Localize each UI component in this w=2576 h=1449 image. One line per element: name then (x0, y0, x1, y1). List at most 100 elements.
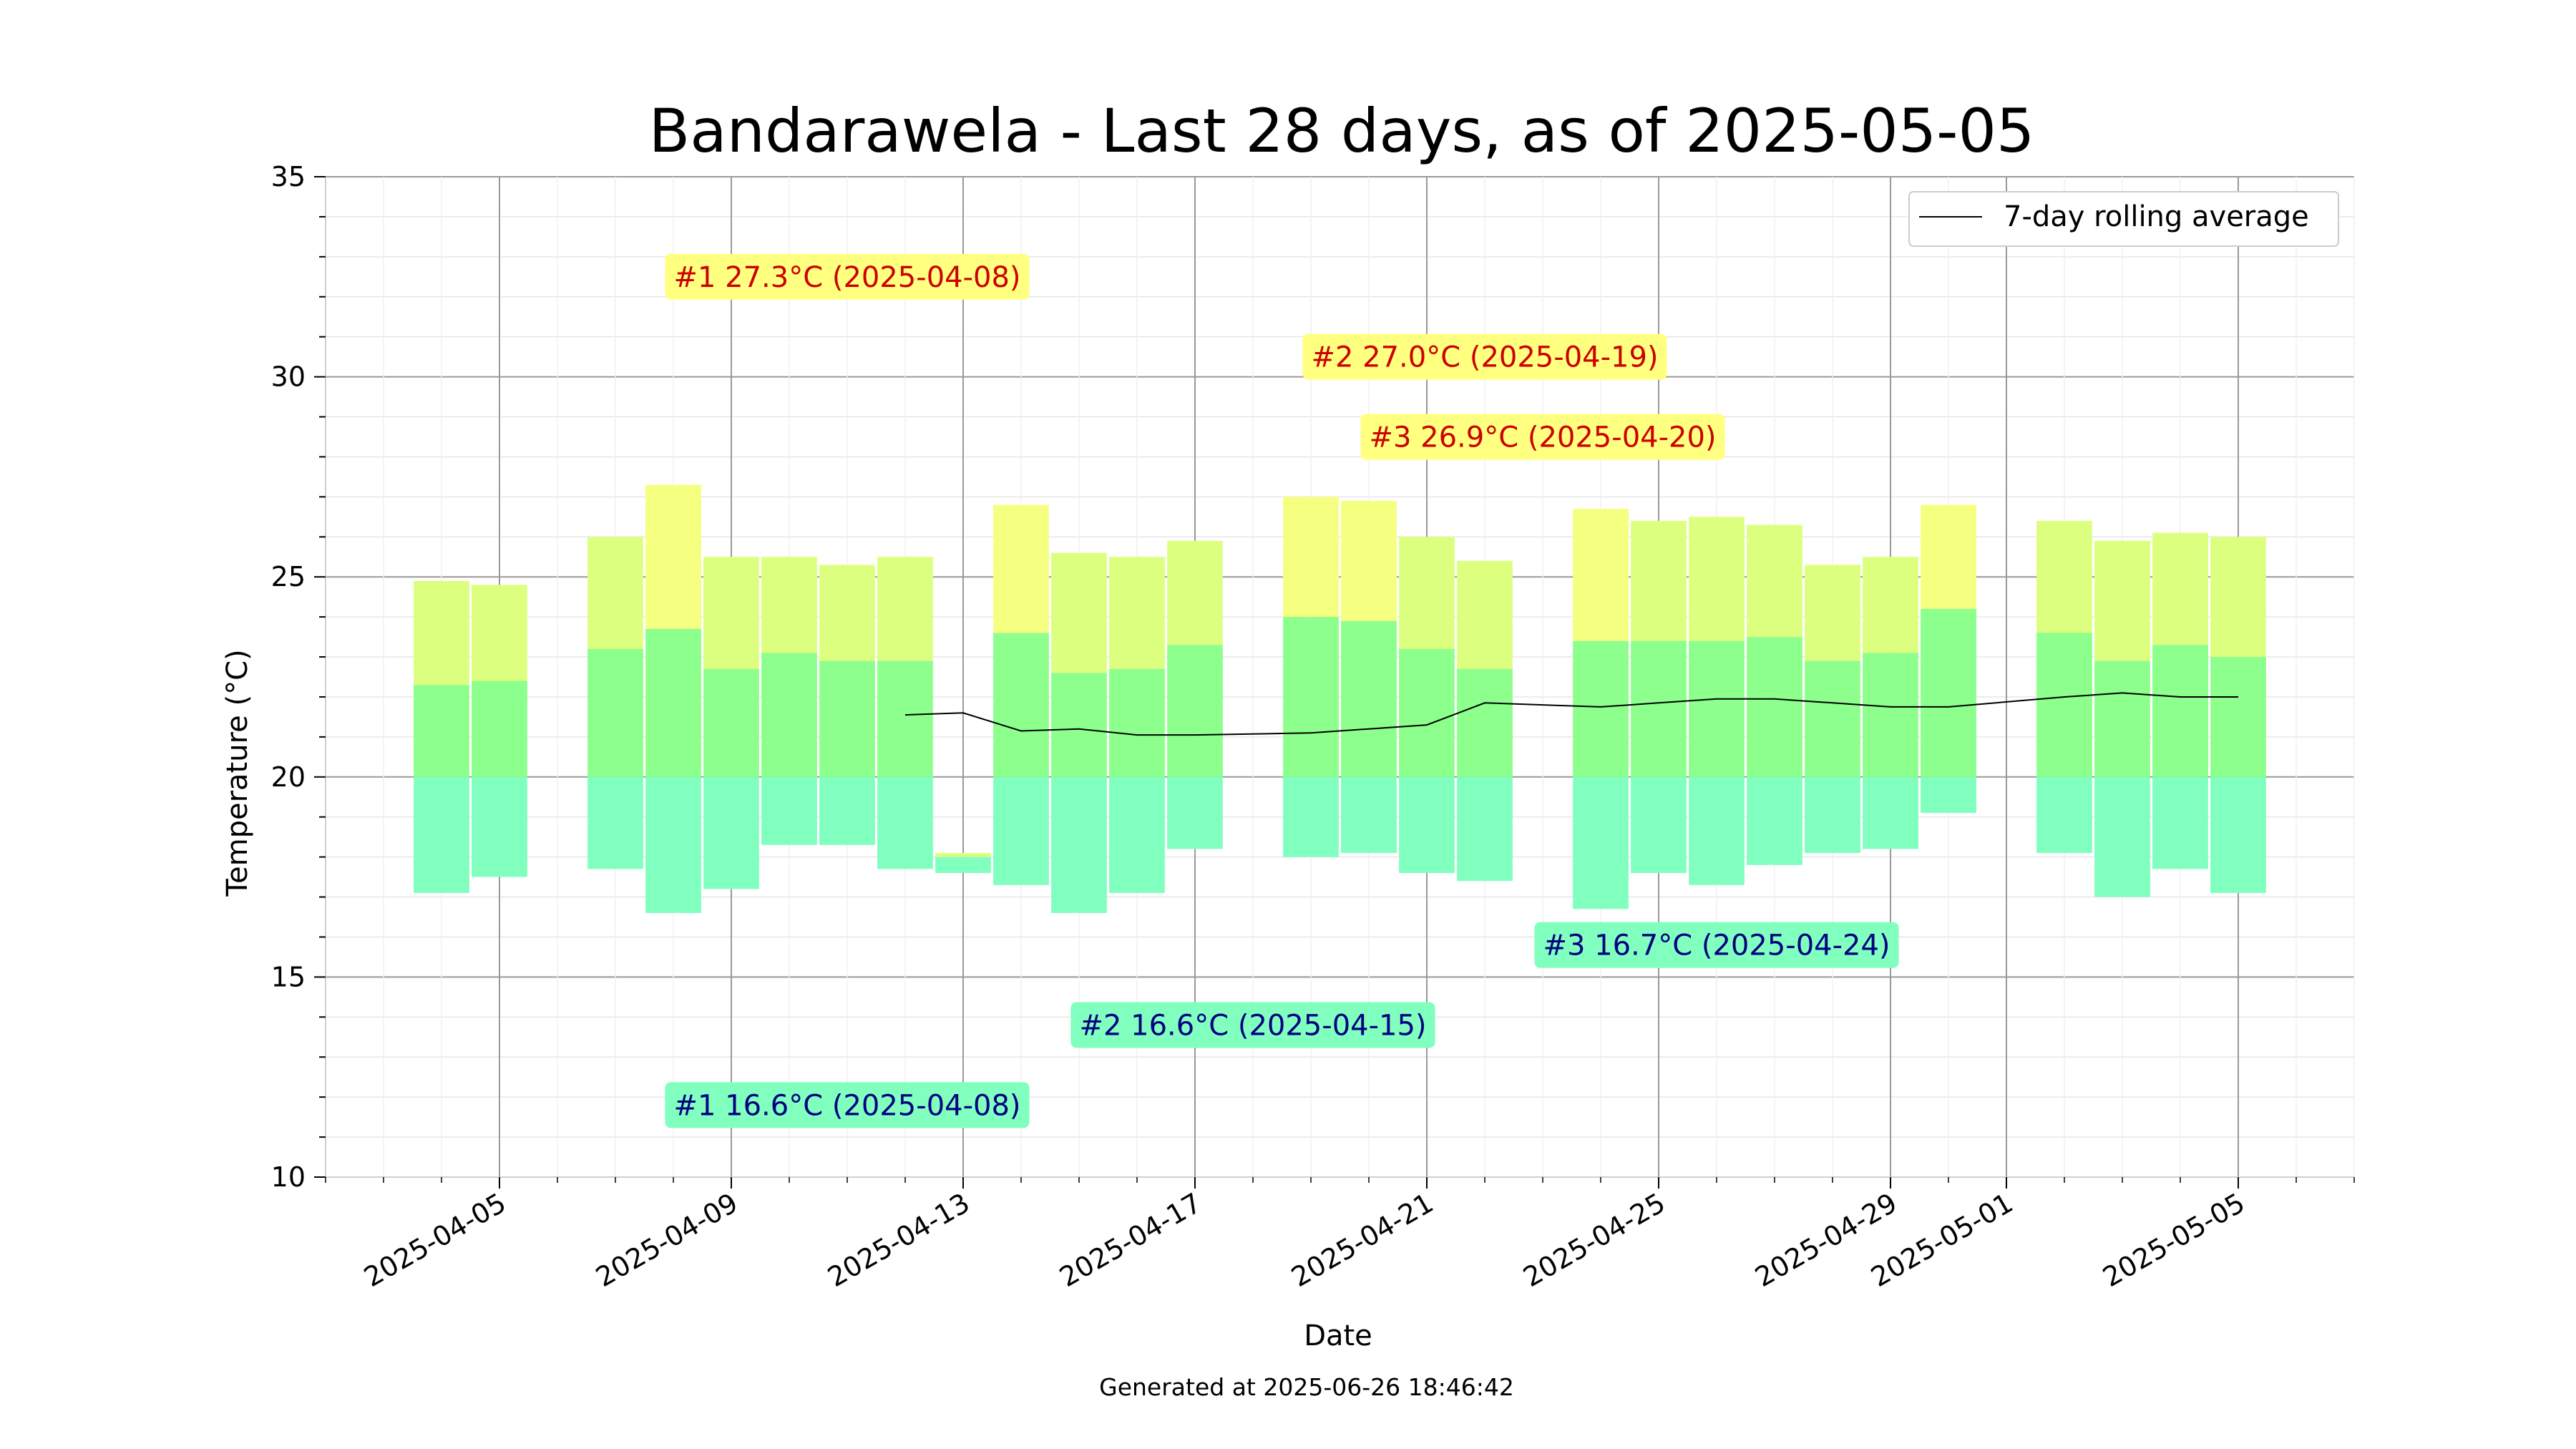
temperature-bar (993, 776, 1049, 885)
temperature-bar (1109, 557, 1165, 669)
temperature-bar (819, 660, 875, 777)
temperature-bar (877, 557, 933, 661)
temperature-bar (1283, 497, 1339, 618)
temperature-bar (414, 580, 469, 686)
legend: 7-day rolling average (1908, 191, 2339, 247)
annotation-box (1360, 414, 1725, 460)
temperature-bar (1051, 552, 1107, 673)
temperature-bar (2152, 645, 2208, 777)
temperature-bar (1689, 640, 1745, 777)
temperature-bar (1283, 617, 1339, 777)
temperature-bar (2094, 660, 2150, 777)
y-tick-label: 30 (271, 361, 306, 393)
legend-label: 7-day rolling average (2004, 200, 2309, 233)
temperature-bar (1805, 776, 1860, 854)
temperature-bar (2036, 633, 2092, 777)
annotation-box (665, 253, 1030, 300)
temperature-bar (1747, 776, 1802, 865)
temperature-bar (1573, 509, 1629, 641)
temperature-bar (877, 660, 933, 777)
temperature-bar (1631, 520, 1687, 641)
temperature-bar (1689, 776, 1745, 885)
temperature-bar (645, 484, 701, 629)
temperature-bar (587, 537, 643, 649)
temperature-bar (587, 648, 643, 777)
temperature-bar (2036, 520, 2092, 633)
temperature-bar (1921, 608, 1976, 777)
temperature-bar (761, 653, 817, 777)
temperature-bar (1457, 776, 1513, 882)
temperature-bar (2094, 776, 2150, 897)
temperature-bar (2152, 532, 2208, 645)
temperature-bar (1109, 668, 1165, 777)
temperature-bar (414, 776, 469, 893)
x-tick-label: 2025-04-09 (590, 1187, 743, 1294)
temperature-bar (645, 628, 701, 777)
temperature-bar (703, 776, 759, 889)
temperature-bar (1399, 537, 1455, 649)
temperature-bar (1167, 645, 1223, 777)
y-tick-label: 35 (271, 161, 306, 192)
annotation-box (665, 1082, 1030, 1128)
x-axis-label: Date (1304, 1319, 1372, 1352)
rolling-average-line (904, 692, 2238, 736)
temperature-bar (1341, 620, 1397, 777)
x-tick-label: 2025-04-05 (358, 1187, 511, 1294)
x-tick-label: 2025-04-21 (1286, 1187, 1438, 1294)
max-annotation: #3 26.9°C (2025-04-20) (1360, 414, 1725, 460)
temperature-bar (1399, 648, 1455, 777)
temperature-bar (703, 557, 759, 669)
temperature-bar (2094, 540, 2150, 661)
temperature-bar (2036, 776, 2092, 854)
annotation-text: #1 16.6°C (2025-04-08) (673, 1089, 1020, 1122)
max-annotation: #1 27.3°C (2025-04-08) (665, 253, 1030, 300)
temperature-bar (703, 668, 759, 777)
temperature-bar (819, 565, 875, 661)
temperature-bar (1921, 504, 1976, 609)
y-tick-label: 10 (271, 1161, 306, 1193)
temperature-bar (1457, 668, 1513, 777)
temperature-bar (1921, 776, 1976, 814)
x-tick-label: 2025-04-25 (1518, 1187, 1670, 1294)
annotation-text: #3 16.7°C (2025-04-24) (1543, 930, 1890, 962)
temperature-bar (993, 504, 1049, 633)
temperature-bar (935, 853, 991, 857)
temperature-bar (1167, 540, 1223, 645)
temperature-bar (587, 776, 643, 869)
legend-box (1908, 191, 2339, 247)
temperature-bar (2210, 657, 2266, 777)
annotation-text: #1 27.3°C (2025-04-08) (673, 261, 1020, 294)
temperature-bar (2210, 776, 2266, 893)
annotation-box (1302, 333, 1667, 380)
temperature-bar (993, 633, 1049, 777)
temperature-bar (1399, 776, 1455, 874)
temperature-bar (1805, 565, 1860, 661)
temperature-bar (1109, 776, 1165, 893)
annotations: #1 27.3°C (2025-04-08) #2 27.0°C (2025-04… (665, 253, 1899, 1128)
temperature-bar (472, 680, 527, 777)
y-tick-label: 20 (271, 761, 306, 793)
temperature-bar (2152, 776, 2208, 869)
chart-title: Bandarawela - Last 28 days, as of 2025-0… (649, 96, 2035, 166)
y-tick-label: 25 (271, 561, 306, 592)
max-annotation: #2 27.0°C (2025-04-19) (1302, 333, 1667, 380)
temperature-bar (1167, 776, 1223, 849)
annotation-text: #2 27.0°C (2025-04-19) (1311, 341, 1658, 374)
annotation-box (1534, 922, 1899, 968)
rolling-average (904, 692, 2238, 736)
temperature-bar (761, 557, 817, 653)
x-tick-label: 2025-04-17 (1054, 1187, 1206, 1294)
temperature-bar (1863, 776, 1918, 849)
annotation-text: #3 26.9°C (2025-04-20) (1369, 421, 1716, 454)
temperature-bar (2210, 537, 2266, 658)
annotation-text: #2 16.6°C (2025-04-15) (1079, 1010, 1426, 1043)
temperature-bar (1051, 673, 1107, 777)
temperature-bar (472, 585, 527, 681)
temperature-bar (1747, 637, 1802, 777)
temperature-bar (1573, 776, 1629, 909)
temperature-bar (1747, 525, 1802, 638)
temperature-bar (1631, 776, 1687, 874)
temperature-bar (645, 776, 701, 913)
temperature-bar (1863, 653, 1918, 777)
